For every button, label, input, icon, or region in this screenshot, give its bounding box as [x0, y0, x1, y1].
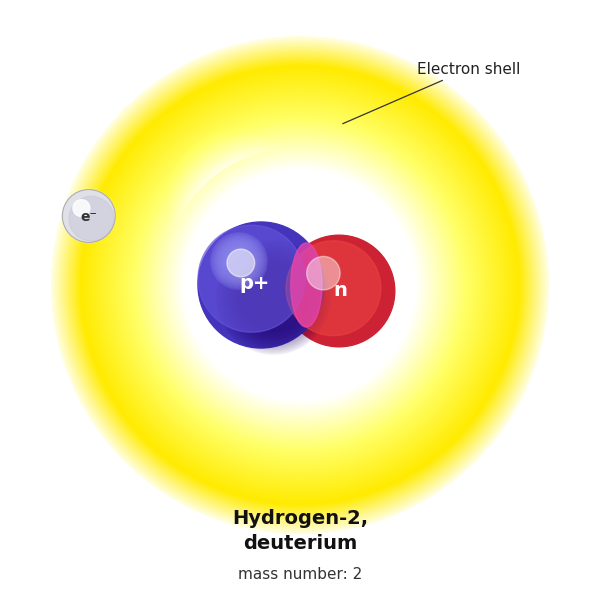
- Ellipse shape: [291, 243, 322, 327]
- Text: Hydrogen-2,
deuterium: Hydrogen-2, deuterium: [232, 509, 368, 553]
- Text: n: n: [333, 281, 347, 301]
- Circle shape: [198, 225, 305, 332]
- Text: e⁻: e⁻: [80, 210, 97, 224]
- Circle shape: [218, 240, 260, 282]
- Circle shape: [223, 245, 255, 277]
- Circle shape: [221, 243, 257, 279]
- Circle shape: [220, 242, 258, 280]
- Circle shape: [227, 249, 255, 277]
- Circle shape: [217, 239, 261, 283]
- Circle shape: [198, 222, 324, 348]
- Circle shape: [307, 256, 340, 290]
- Circle shape: [69, 196, 114, 241]
- Circle shape: [211, 233, 268, 289]
- Circle shape: [214, 236, 264, 286]
- Text: p+: p+: [240, 274, 270, 293]
- Circle shape: [283, 235, 395, 347]
- Circle shape: [286, 241, 381, 335]
- Circle shape: [212, 234, 266, 288]
- Text: Electron shell: Electron shell: [343, 61, 520, 124]
- Circle shape: [215, 237, 263, 285]
- Circle shape: [62, 190, 115, 242]
- Text: mass number: 2: mass number: 2: [238, 568, 362, 582]
- Circle shape: [73, 200, 90, 217]
